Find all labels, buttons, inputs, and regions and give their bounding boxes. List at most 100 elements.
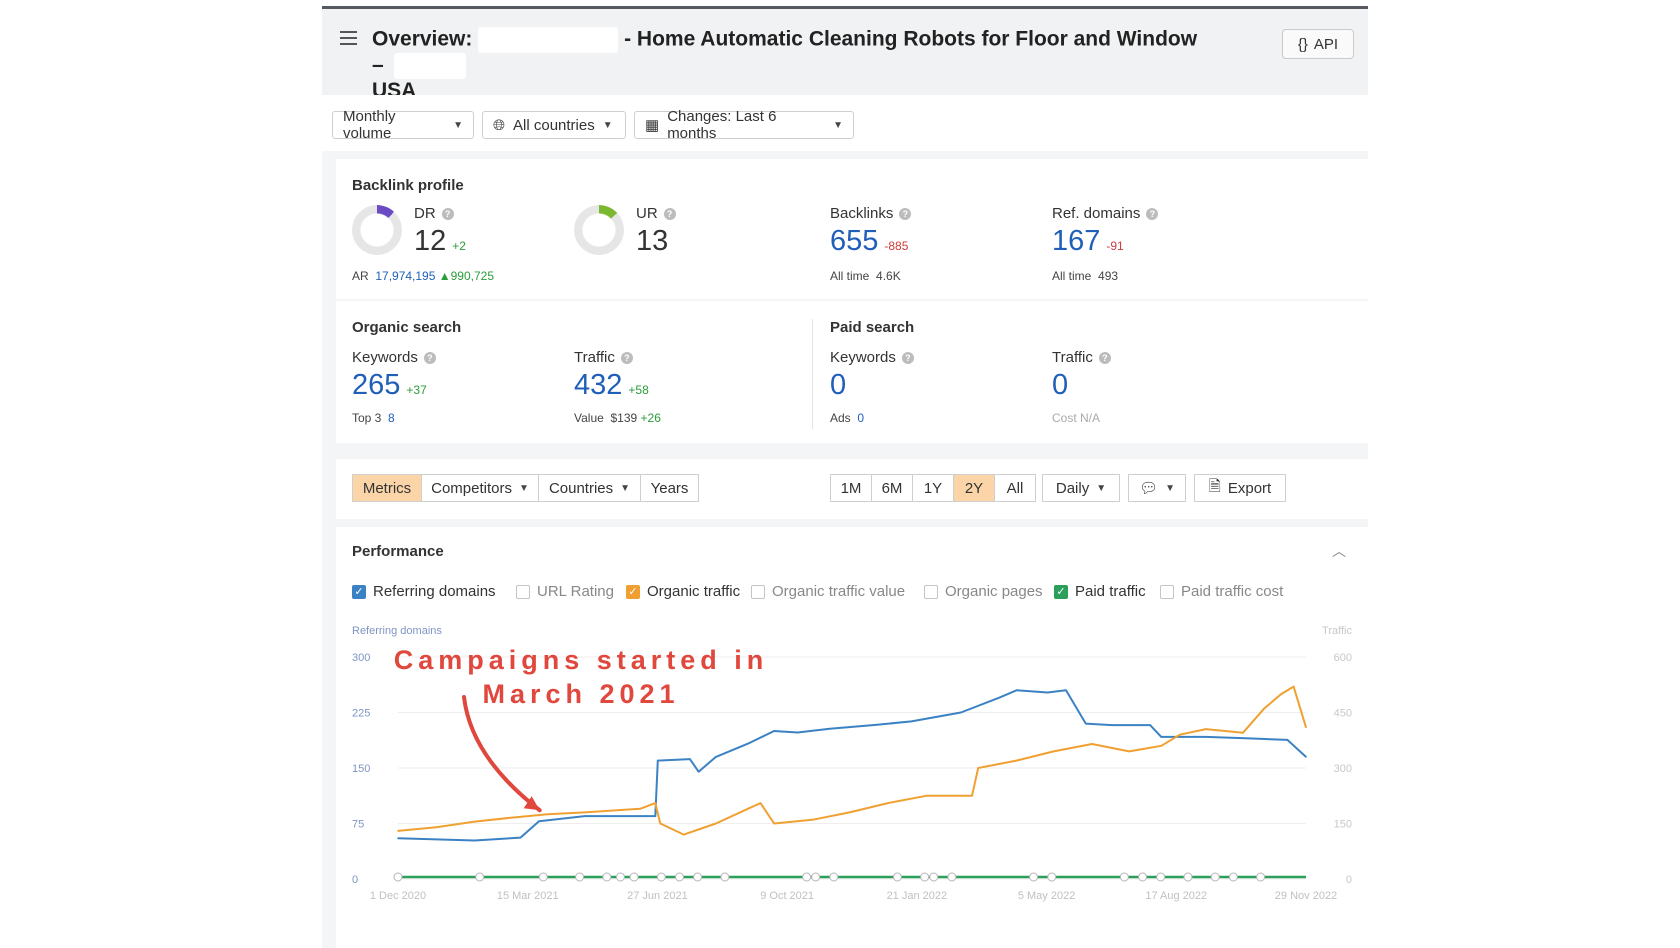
app-frame: Overview: - Home Automatic Cleaning Robo… [322,6,1368,948]
data-point [1292,685,1295,688]
help-icon[interactable]: ? [899,207,912,220]
range-1m[interactable]: 1M [830,474,872,502]
tab-competitors[interactable]: Competitors ▼ [421,474,539,502]
tab-metrics[interactable]: Metrics [352,474,422,502]
data-point [519,836,522,839]
paid-keywords-value[interactable]: 0 [830,369,847,401]
help-icon[interactable]: ? [1146,207,1159,220]
right-tick-label: 150 [1334,819,1352,831]
changes-dropdown[interactable]: ▦ Changes: Last 6 months ▼ [634,108,854,142]
event-marker-icon [1210,872,1220,882]
help-icon[interactable]: ? [663,207,676,220]
event-marker-icon [393,872,403,882]
event-marker-icon [602,872,612,882]
help-icon[interactable]: ? [901,351,914,364]
annotations-dropdown[interactable]: 💬︎ ▼ [1128,474,1186,502]
hamburger-menu-icon[interactable] [340,31,357,45]
checkbox-referring-domains[interactable]: ✓ Referring domains [352,583,496,600]
checkbox-paid-traffic-cost[interactable]: Paid traffic cost [1160,583,1283,600]
data-point [1280,693,1283,695]
event-marker-icon [538,872,548,882]
help-icon[interactable]: ? [1098,351,1111,364]
annotation-arrow [462,695,542,813]
data-point [1128,750,1130,753]
data-point [1204,728,1207,730]
right-axis-label: Traffic [1322,625,1352,637]
ur-donut-chart [574,205,624,255]
checkbox-icon[interactable]: ✓ [352,584,366,599]
organic-traffic-value[interactable]: 432 +58 [574,369,649,401]
collapse-chevron-icon[interactable]: ︿ [1332,543,1346,559]
help-icon[interactable]: ? [423,351,436,364]
checkbox-icon[interactable]: ✓ [1054,584,1068,599]
event-marker-icon [693,872,703,882]
right-tick-label: 0 [1346,874,1352,886]
right-tick-label: 450 [1334,708,1352,720]
annotation-arrowhead-icon [523,796,540,811]
checkbox-organic-traffic[interactable]: ✓ Organic traffic [626,583,740,600]
interval-dropdown[interactable]: Daily ▼ [1042,474,1120,502]
dr-delta: +2 [452,239,466,253]
export-button[interactable]: 🗎 Export [1194,474,1286,502]
event-marker-icon [720,872,730,882]
checkbox-icon[interactable] [1160,584,1174,599]
paid-cost: Cost N/A [1052,411,1101,425]
x-tick-label: 5 May 2022 [1018,890,1075,902]
checkbox-organic-pages[interactable]: Organic pages [924,583,1043,600]
ar-value-link[interactable]: 17,974,195 [375,269,436,283]
organic-traffic-label: Traffic? [574,349,633,366]
data-point [971,794,973,797]
caret-down-icon: ▼ [518,482,529,494]
backlinks-value[interactable]: 655 -885 [830,225,909,257]
ref-domains-value[interactable]: 167 -91 [1052,225,1124,257]
data-point [659,822,662,825]
x-tick-label: 9 Oct 2021 [760,890,814,902]
checkbox-paid-traffic[interactable]: ✓ Paid traffic [1054,583,1146,600]
checkbox-icon[interactable] [924,584,938,599]
data-point [960,711,962,714]
checkbox-url-rating[interactable]: URL Rating [516,583,614,600]
data-point [828,727,831,730]
tab-years[interactable]: Years [640,474,699,502]
organic-keywords-value[interactable]: 265 +37 [352,369,427,401]
data-point [998,696,1001,699]
left-tick-label: 300 [352,652,370,664]
api-button[interactable]: {} API [1282,29,1354,59]
event-marker-icon [947,872,957,882]
help-icon[interactable]: ? [441,207,454,220]
caret-down-icon: ▼ [602,119,613,131]
left-tick-label: 225 [352,708,370,720]
paid-keywords-label: Keywords? [830,349,914,366]
ur-value: 13 [636,225,669,257]
checkbox-icon[interactable]: ✓ [626,584,640,599]
data-point [1085,722,1087,725]
file-icon: 🗎 [1208,477,1221,495]
range-6m[interactable]: 6M [871,474,913,502]
search-metrics-card: Organic search Keywords? 265 +37 Top 3 8 … [336,301,1368,443]
data-point [1305,756,1307,758]
range-2y[interactable]: 2Y [953,474,995,502]
help-icon[interactable]: ? [620,351,633,364]
left-tick-label: 150 [352,763,370,775]
tab-countries[interactable]: Countries ▼ [538,474,641,502]
checkbox-organic-traffic-value[interactable]: Organic traffic value [751,583,905,600]
redacted-domain [478,27,619,53]
data-point [1160,745,1163,747]
performance-card: Performance ︿ ✓ Referring domains URL Rat… [336,527,1368,948]
data-point [654,815,657,817]
countries-dropdown[interactable]: 🌐︎ All countries ▼ [482,111,626,139]
backlinks-alltime: All time 4.6K [830,269,901,283]
data-point [583,811,586,814]
paid-traffic-value[interactable]: 0 [1052,369,1069,401]
range-1y[interactable]: 1Y [912,474,954,502]
data-point [583,815,586,817]
event-marker-icon [802,872,812,882]
range-all[interactable]: All [994,474,1036,502]
checkbox-icon[interactable] [751,584,765,599]
checkbox-icon[interactable] [516,584,530,599]
data-point [508,817,511,819]
data-point [538,820,540,823]
paid-traffic-label: Traffic? [1052,349,1111,366]
volume-dropdown[interactable]: Monthly volume ▼ [332,108,474,142]
data-point [1015,759,1018,762]
